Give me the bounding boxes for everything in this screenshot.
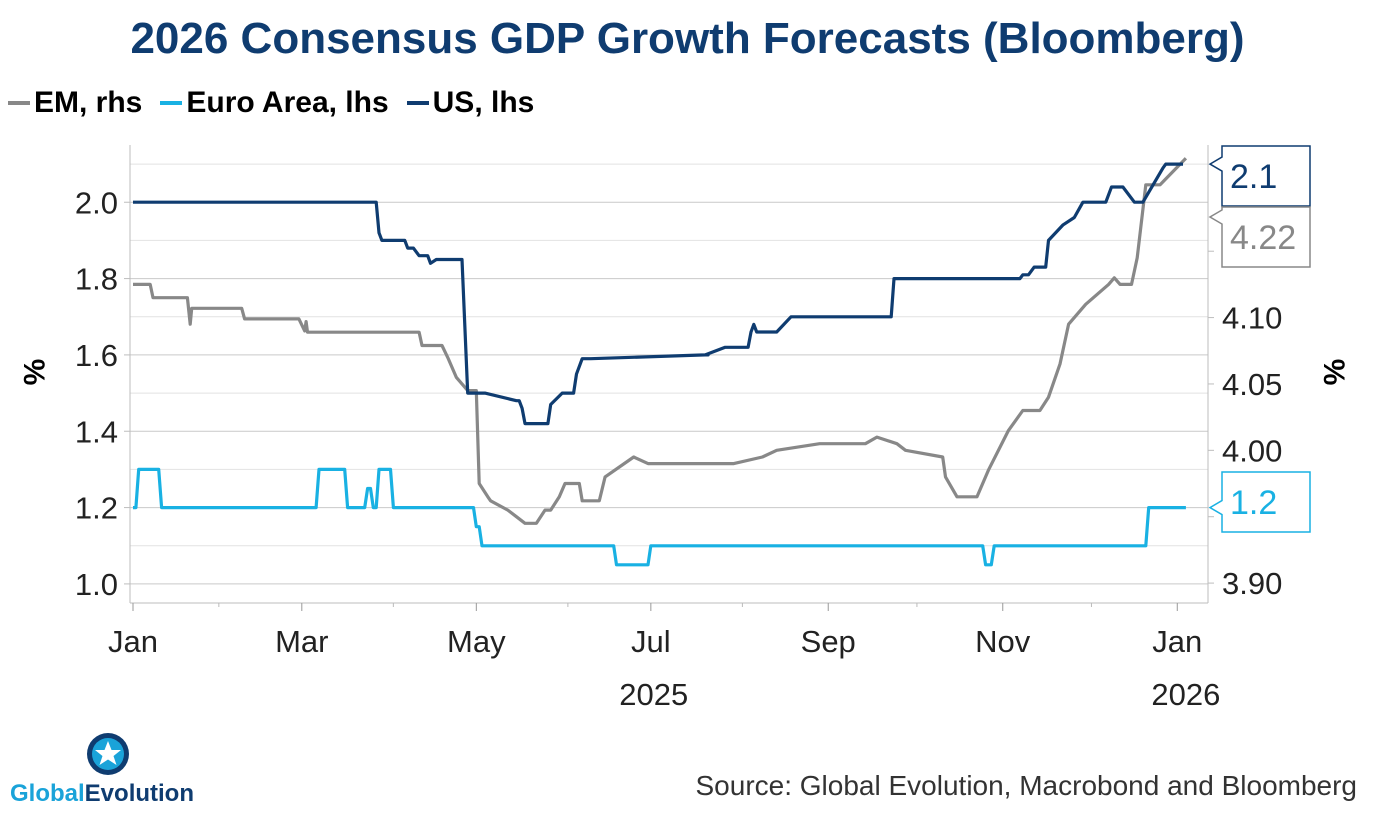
legend-label-euro-area: Euro Area, lhs bbox=[186, 86, 389, 119]
logo-text: GlobalEvolution bbox=[10, 780, 194, 808]
x-tick-label: Jan bbox=[1152, 624, 1202, 659]
end-label-value: 4.22 bbox=[1230, 219, 1296, 257]
global-evolution-logo: GlobalEvolution bbox=[10, 732, 210, 812]
legend-item-em: EM, rhs bbox=[8, 86, 142, 120]
x-year-label: 2026 bbox=[1151, 677, 1220, 712]
right-tick-label: 3.90 bbox=[1222, 566, 1282, 601]
x-year-label: 2025 bbox=[619, 677, 688, 712]
x-tick-label: Jan bbox=[108, 624, 158, 659]
left-tick-label: 1.4 bbox=[75, 414, 118, 449]
left-tick-label: 1.8 bbox=[75, 262, 118, 297]
logo-text-global: Global bbox=[10, 780, 85, 807]
end-label-box bbox=[1208, 206, 1311, 268]
left-tick-label: 1.0 bbox=[75, 567, 118, 602]
legend-swatch-euro-area bbox=[160, 101, 183, 105]
legend-swatch-us bbox=[406, 101, 429, 105]
legend-item-us: US, lhs bbox=[406, 86, 535, 120]
legend-label-em: EM, rhs bbox=[34, 86, 143, 119]
series-line-euro-area bbox=[133, 467, 1186, 567]
logo-text-evolution: Evolution bbox=[84, 780, 194, 807]
x-tick-label: Jul bbox=[631, 624, 671, 659]
right-axis-unit: % bbox=[1318, 358, 1352, 386]
legend-item-euro-area: Euro Area, lhs bbox=[160, 86, 389, 120]
end-label-box bbox=[1208, 471, 1311, 533]
source-note: Source: Global Evolution, Macrobond and … bbox=[695, 770, 1358, 801]
left-tick-label: 1.2 bbox=[75, 491, 118, 526]
end-label-value: 1.2 bbox=[1230, 484, 1277, 522]
legend-swatch-em bbox=[8, 101, 30, 105]
series-line-us bbox=[133, 162, 1183, 426]
right-tick-label: 4.05 bbox=[1222, 367, 1282, 402]
star-icon bbox=[87, 733, 129, 775]
end-label-box bbox=[1208, 145, 1311, 207]
chart-title: 2026 Consensus GDP Growth Forecasts (Blo… bbox=[130, 14, 1245, 63]
right-tick-label: 4.10 bbox=[1222, 301, 1282, 336]
left-axis-unit: % bbox=[18, 358, 52, 386]
series-line-em bbox=[133, 157, 1188, 525]
legend-label-us: US, lhs bbox=[432, 86, 535, 119]
x-tick-label: Mar bbox=[275, 624, 328, 659]
x-tick-label: May bbox=[447, 624, 506, 659]
end-label-value: 2.1 bbox=[1230, 158, 1277, 196]
legend: EM, rhs Euro Area, lhs US, lhs bbox=[8, 86, 534, 120]
left-tick-label: 1.6 bbox=[75, 338, 118, 373]
x-tick-label: Sep bbox=[801, 624, 856, 659]
x-tick-label: Nov bbox=[975, 624, 1031, 659]
right-tick-label: 4.00 bbox=[1222, 433, 1282, 468]
left-tick-label: 2.0 bbox=[75, 185, 118, 220]
